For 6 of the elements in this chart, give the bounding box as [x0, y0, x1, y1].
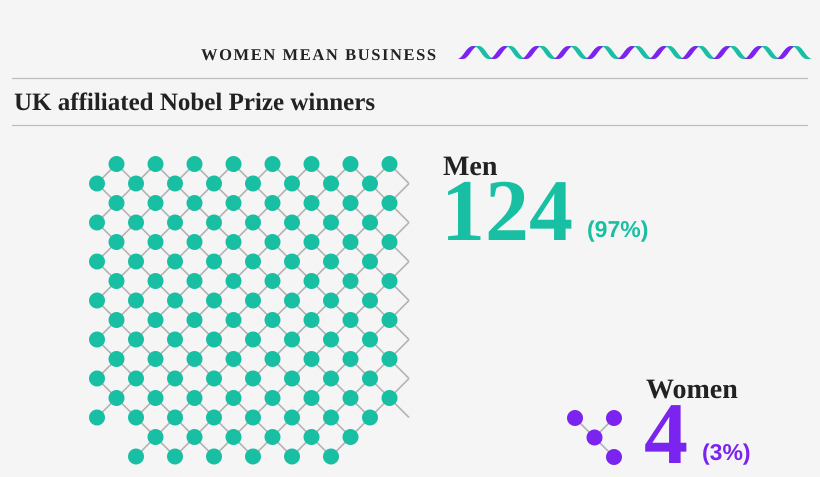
text: (97%) [587, 216, 648, 242]
text: (3%) [702, 439, 751, 465]
text: WOMEN MEAN BUSINESS [201, 45, 438, 64]
category-label: Men [443, 151, 498, 182]
text: UK affiliated Nobel Prize winners [14, 89, 376, 116]
category-label: Women [646, 374, 738, 405]
